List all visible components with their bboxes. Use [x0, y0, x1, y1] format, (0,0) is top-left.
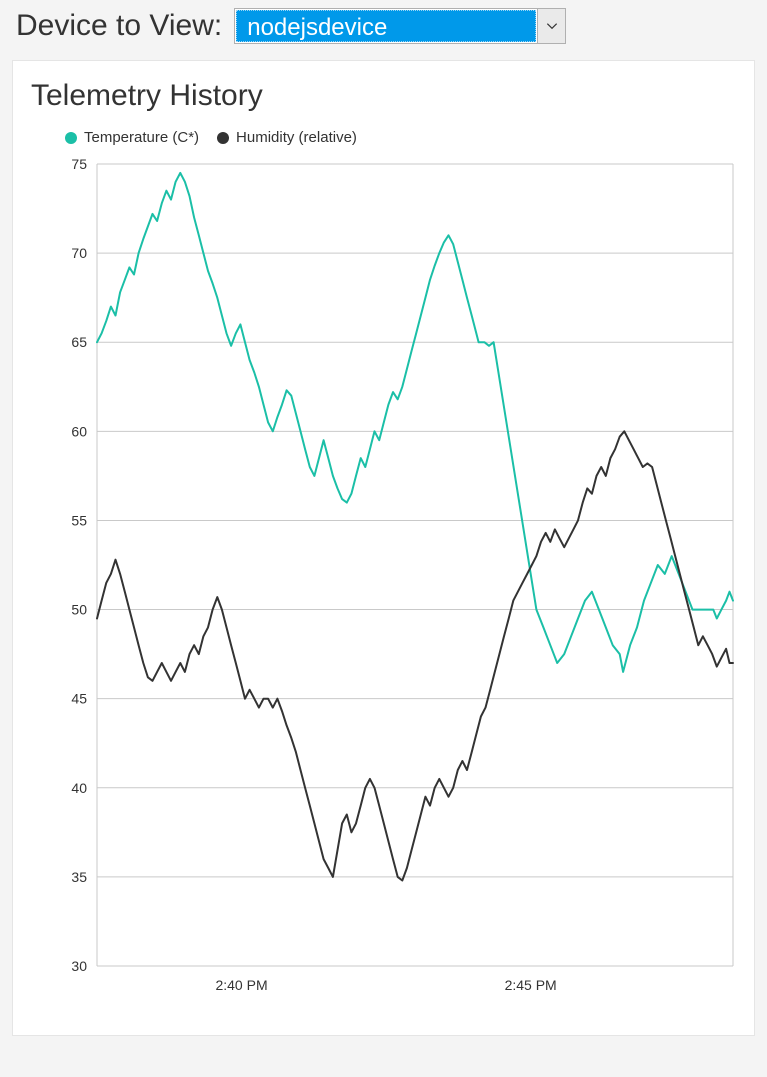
svg-text:50: 50	[71, 602, 87, 618]
legend-item-humidity: Humidity (relative)	[217, 129, 357, 146]
legend-dot-humidity	[217, 132, 229, 144]
chart-plot-area: 30 35 40 45 50 55 60 65 70 75 2:40 PM 2:45 PM	[21, 156, 746, 1021]
device-to-view-label: Device to View:	[16, 9, 222, 43]
legend-item-temperature: Temperature (C*)	[65, 129, 199, 146]
device-dropdown[interactable]: nodejsdevice	[234, 8, 566, 44]
svg-text:70: 70	[71, 245, 87, 261]
chart-title: Telemetry History	[31, 79, 740, 113]
chevron-down-icon[interactable]	[537, 9, 565, 43]
device-dropdown-value: nodejsdevice	[236, 10, 536, 42]
svg-text:65: 65	[71, 334, 87, 350]
svg-text:75: 75	[71, 156, 87, 172]
chart-panel: Telemetry History Temperature (C*) Humid…	[12, 60, 755, 1036]
svg-text:55: 55	[71, 512, 87, 528]
svg-text:60: 60	[71, 423, 87, 439]
svg-text:40: 40	[71, 780, 87, 796]
legend-dot-temperature	[65, 132, 77, 144]
svg-text:35: 35	[71, 869, 87, 885]
telemetry-line-chart: 30 35 40 45 50 55 60 65 70 75 2:40 PM 2:45 PM	[21, 156, 741, 1016]
chart-legend: Temperature (C*) Humidity (relative)	[65, 129, 746, 146]
svg-text:2:45 PM: 2:45 PM	[505, 977, 557, 993]
svg-text:45: 45	[71, 691, 87, 707]
svg-text:2:40 PM: 2:40 PM	[215, 977, 267, 993]
device-selector-bar: Device to View: nodejsdevice	[0, 0, 767, 52]
legend-label-humidity: Humidity (relative)	[236, 129, 357, 146]
legend-label-temperature: Temperature (C*)	[84, 129, 199, 146]
svg-text:30: 30	[71, 958, 87, 974]
